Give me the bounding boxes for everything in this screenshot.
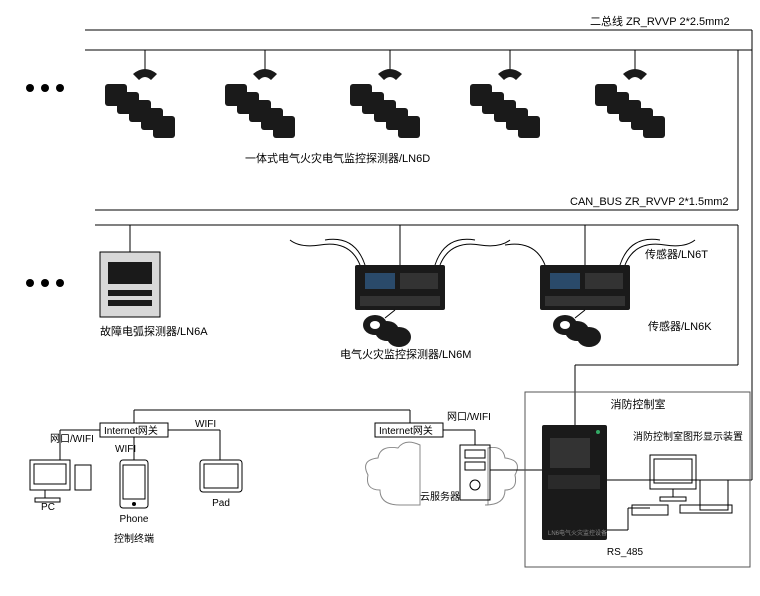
- rs485-label: RS_485: [607, 547, 644, 558]
- wifi-label-1: WIFI: [195, 419, 216, 430]
- ellipsis-middle: [26, 279, 64, 287]
- sensor-ln6t-label: 传感器/LN6T: [645, 248, 708, 261]
- detectors-top-group: 一体式电气火灾电气监控探测器/LN6D: [105, 50, 665, 165]
- pc-icon: [30, 460, 91, 502]
- pad-icon: [200, 460, 242, 492]
- detector-cluster: [105, 69, 175, 138]
- phone-icon: [120, 460, 148, 508]
- detector-cluster: [595, 69, 665, 138]
- pc-label: PC: [41, 502, 55, 513]
- cloud-section: Internet网关 网口/WIFI 云服务器: [366, 410, 542, 505]
- fire-room-title: 消防控制室: [611, 397, 666, 411]
- gateway-label-1: Internet网关: [104, 424, 158, 437]
- can-bus-label: CAN_BUS ZR_RVVP 2*1.5mm2: [570, 196, 729, 208]
- eth-label-1: 网口/WIFI: [50, 433, 94, 445]
- client-section: Internet网关 网口/WIFI WIFI WIFI PC Phone: [30, 410, 410, 545]
- sensor-ln6k-label: 传感器/LN6K: [648, 320, 712, 333]
- top-bus: 二总线 ZR_RVVP 2*2.5mm2: [85, 14, 752, 365]
- svg-text:LN6电气火灾监控设备: LN6电气火灾监控设备: [548, 529, 607, 537]
- sensor-ln6t: 传感器/LN6T: [290, 239, 708, 265]
- sensor-ln6k: 传感器/LN6K: [363, 310, 712, 347]
- ellipsis-top: [26, 84, 64, 92]
- detector-cluster: [225, 69, 295, 138]
- detectors-top-label: 一体式电气火灾电气监控探测器/LN6D: [245, 151, 430, 165]
- system-diagram: 二总线 ZR_RVVP 2*2.5mm2: [0, 0, 760, 596]
- wifi-label-2: WIFI: [115, 444, 136, 455]
- detector-cluster: [470, 69, 540, 138]
- display-label: 消防控制室图形显示装置: [633, 430, 743, 443]
- device-ln6a: 故障电弧探测器/LN6A: [100, 225, 208, 338]
- eth-label-2: 网口/WIFI: [447, 411, 491, 423]
- phone-label: Phone: [120, 514, 149, 525]
- cloud-server-label: 云服务器: [420, 490, 460, 503]
- device-ln6m-label: 电气火灾监控探测器/LN6M: [340, 347, 471, 361]
- terminal-label: 控制终端: [114, 532, 154, 545]
- gateway-label-2: Internet网关: [379, 424, 433, 437]
- device-ln6a-label: 故障电弧探测器/LN6A: [100, 324, 208, 338]
- top-bus-label: 二总线 ZR_RVVP 2*2.5mm2: [590, 14, 730, 28]
- detector-cluster: [350, 69, 420, 138]
- pad-label: Pad: [212, 498, 230, 509]
